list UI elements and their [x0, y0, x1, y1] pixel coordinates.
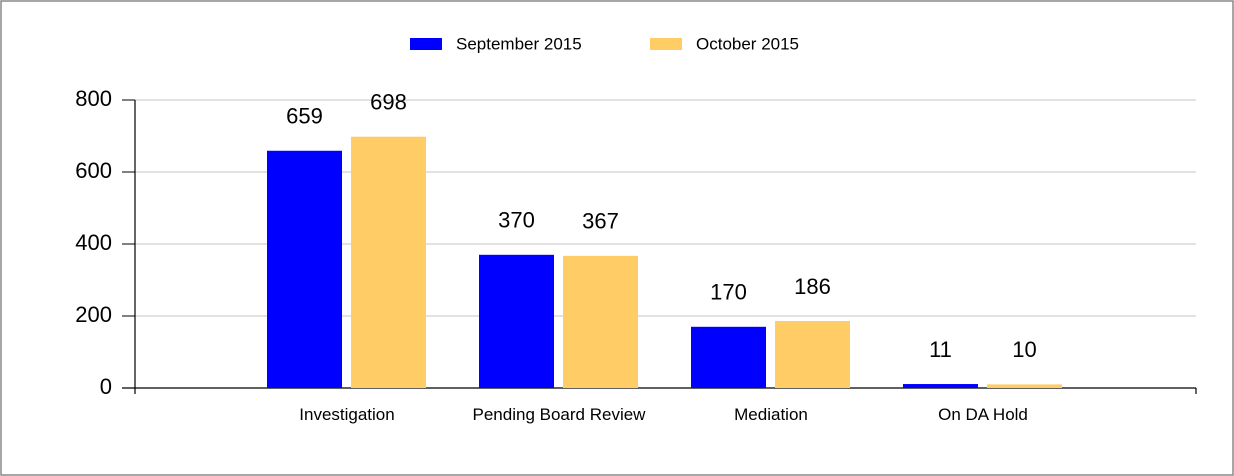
x-tick-label: Pending Board Review — [472, 405, 646, 424]
y-tick-label: 400 — [75, 230, 112, 255]
bar — [775, 321, 850, 388]
bar — [351, 136, 426, 388]
x-tick-label-box: On DA Hold — [938, 405, 1028, 424]
data-label: 11 — [929, 337, 952, 362]
x-tick-label-box: Investigation — [299, 405, 395, 424]
bar — [479, 254, 554, 388]
x-tick-label-box: Mediation — [734, 405, 808, 424]
data-label: 10 — [1012, 337, 1036, 362]
y-tick-label: 600 — [75, 158, 112, 183]
legend-label: September 2015 — [456, 34, 582, 53]
data-label: 698 — [370, 90, 407, 115]
data-label: 370 — [498, 208, 535, 233]
y-tick-label: 200 — [75, 302, 112, 327]
x-tick-label: On DA Hold — [938, 405, 1028, 424]
legend-swatch — [410, 38, 442, 50]
bar — [987, 384, 1062, 388]
bar — [903, 384, 978, 388]
x-tick-label: Investigation — [299, 405, 395, 424]
x-tick-label-box: Pending Board Review — [472, 405, 646, 424]
bar — [691, 326, 766, 388]
data-label: 186 — [794, 274, 831, 299]
x-tick-label: Mediation — [734, 405, 808, 424]
data-label: 170 — [710, 280, 747, 305]
y-tick-label: 0 — [100, 374, 112, 399]
bar — [563, 255, 638, 388]
legend-label: October 2015 — [696, 34, 799, 53]
data-label: 659 — [286, 104, 323, 129]
bar — [267, 150, 342, 388]
y-tick-label: 800 — [75, 86, 112, 111]
legend-swatch — [650, 38, 682, 50]
data-label: 367 — [582, 209, 619, 234]
